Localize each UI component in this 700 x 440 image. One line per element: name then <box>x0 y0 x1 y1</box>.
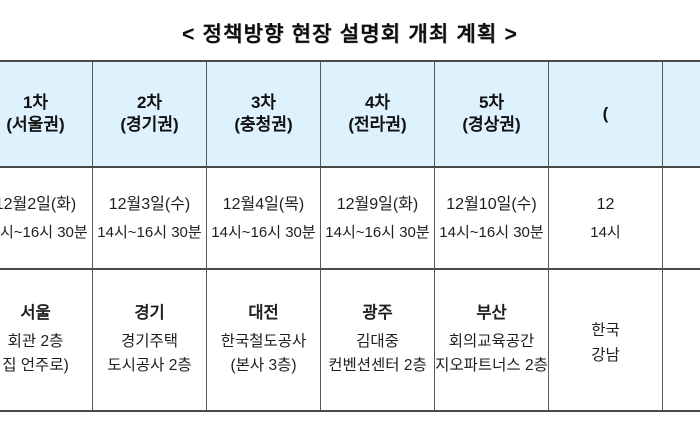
session-region-3: (충청권) <box>234 115 293 134</box>
venue-city-4: 광주 <box>362 304 393 323</box>
venue-cell-2: 경기 경기주택 도시공사 2층 <box>92 268 207 412</box>
time-text-5: 14시~16시 30분 <box>439 223 544 241</box>
venue-line2-6: 강남 <box>591 346 620 364</box>
datetime-cell-5: 12월10일(수) 14시~16시 30분 <box>434 166 549 270</box>
venue-line1-5: 회의교육공간 <box>448 332 535 350</box>
time-text-4: 14시~16시 30분 <box>325 223 430 241</box>
table-row-datetime: 12월2일(화) 14시~16시 30분 12월3일(수) 14시~16시 30… <box>0 166 700 270</box>
venue-line1-6: 한국 <box>591 322 620 340</box>
venue-line2-1: 집 언주로) <box>2 357 69 375</box>
session-number-4: 4차 <box>364 92 391 112</box>
time-text-1: 14시~16시 30분 <box>0 223 88 241</box>
venue-line2-4: 컨벤션센터 2층 <box>328 357 427 375</box>
datetime-cell-2: 12월3일(수) 14시~16시 30분 <box>92 166 207 270</box>
session-cell-3: 3차 (충청권) <box>206 60 321 168</box>
session-cell-6: ( <box>548 60 663 168</box>
venue-cell-5: 부산 회의교육공간 지오파트너스 2층 <box>434 268 549 412</box>
date-text-4: 12월9일(화) <box>336 195 419 213</box>
date-text-3: 12월4일(목) <box>222 195 305 213</box>
venue-line2-3: (본사 3층) <box>230 357 297 375</box>
table-row-venue: 서울 회관 2층 집 언주로) 경기 경기주택 도시공사 2층 대전 한국철도공… <box>0 268 700 412</box>
time-text-2: 14시~16시 30분 <box>97 223 202 241</box>
venue-cell-4: 광주 김대중 컨벤션센터 2층 <box>320 268 435 412</box>
venue-cell-overflow <box>662 268 700 412</box>
date-text-1: 12월2일(화) <box>0 195 77 213</box>
session-number-5: 5차 <box>478 92 505 112</box>
date-text-5: 12월10일(수) <box>446 195 537 213</box>
time-text-3: 14시~16시 30분 <box>211 223 316 241</box>
session-number-1: 1차 <box>22 92 49 112</box>
venue-city-2: 경기 <box>134 304 165 323</box>
venue-city-1: 서울 <box>20 304 51 323</box>
session-cell-5: 5차 (경상권) <box>434 60 549 168</box>
session-number-3: 3차 <box>250 92 277 112</box>
venue-line1-1: 회관 2층 <box>7 332 64 350</box>
date-text-2: 12월3일(수) <box>108 195 191 213</box>
session-cell-1: 1차 (서울권) <box>0 60 93 168</box>
session-region-4: (전라권) <box>348 115 407 134</box>
session-region-6: ( <box>602 103 609 123</box>
session-cell-overflow <box>662 60 700 168</box>
datetime-cell-6: 12 14시 <box>548 166 663 270</box>
venue-cell-3: 대전 한국철도공사 (본사 3층) <box>206 268 321 412</box>
session-region-1: (서울권) <box>6 115 65 134</box>
schedule-table: 1차 (서울권) 2차 (경기권) 3차 (충청권) 4차 (전라권) 5차 <box>0 60 700 412</box>
venue-city-5: 부산 <box>476 304 507 323</box>
time-text-6: 14시 <box>590 223 621 241</box>
session-cell-4: 4차 (전라권) <box>320 60 435 168</box>
venue-cell-6: 한국 강남 <box>548 268 663 412</box>
venue-line1-4: 김대중 <box>356 332 399 350</box>
date-text-6: 12 <box>596 195 615 213</box>
page-title: < 정책방향 현장 설명회 개최 계획 > <box>182 23 518 46</box>
venue-line2-5: 지오파트너스 2층 <box>435 357 548 375</box>
venue-city-3: 대전 <box>248 304 279 323</box>
session-region-5: (경상권) <box>462 115 521 134</box>
datetime-cell-4: 12월9일(화) 14시~16시 30분 <box>320 166 435 270</box>
session-cell-2: 2차 (경기권) <box>92 60 207 168</box>
venue-line2-2: 도시공사 2층 <box>107 357 192 375</box>
session-number-2: 2차 <box>136 92 163 112</box>
datetime-cell-1: 12월2일(화) 14시~16시 30분 <box>0 166 93 270</box>
table-row-session-header: 1차 (서울권) 2차 (경기권) 3차 (충청권) 4차 (전라권) 5차 <box>0 60 700 168</box>
session-region-2: (경기권) <box>120 115 179 134</box>
venue-line1-3: 한국철도공사 <box>220 332 307 350</box>
schedule-table-container: 1차 (서울권) 2차 (경기권) 3차 (충청권) 4차 (전라권) 5차 <box>0 60 700 412</box>
datetime-cell-3: 12월4일(목) 14시~16시 30분 <box>206 166 321 270</box>
venue-cell-1: 서울 회관 2층 집 언주로) <box>0 268 93 412</box>
datetime-cell-overflow <box>662 166 700 270</box>
venue-line1-2: 경기주택 <box>120 332 179 350</box>
